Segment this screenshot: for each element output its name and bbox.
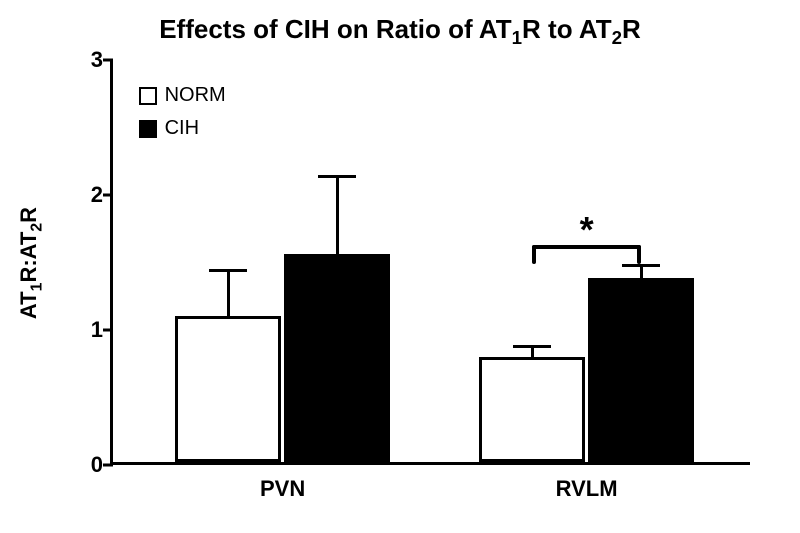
error-stem — [531, 346, 534, 360]
bar-norm-rvlm — [479, 357, 585, 462]
y-tick-mark — [103, 464, 113, 467]
y-tick-label: 3 — [91, 47, 103, 73]
y-tick-mark — [103, 329, 113, 332]
chart-container: Effects of CIH on Ratio of AT1R to AT2R … — [0, 0, 800, 533]
legend-item: CIH — [139, 117, 226, 140]
y-tick-mark — [103, 194, 113, 197]
significance-star: * — [580, 212, 594, 248]
error-stem — [336, 176, 339, 257]
bar-norm-pvn — [175, 316, 281, 462]
legend-swatch — [139, 87, 157, 105]
error-stem — [227, 271, 230, 320]
chart-title: Effects of CIH on Ratio of AT1R to AT2R — [0, 14, 800, 45]
legend-label: CIH — [165, 117, 199, 140]
y-axis-label: AT1R:AT2R — [16, 206, 42, 318]
bar-cih-rvlm — [588, 278, 694, 462]
legend-label: NORM — [165, 84, 226, 107]
y-tick-label: 0 — [91, 452, 103, 478]
bar-cih-pvn — [284, 254, 390, 462]
legend: NORM CIH — [139, 84, 226, 150]
y-tick-mark — [103, 59, 113, 62]
legend-swatch — [139, 120, 157, 138]
plot-area: 0123PVNRVLMNORMCIH* — [110, 60, 750, 465]
legend-item: NORM — [139, 84, 226, 107]
error-cap — [318, 175, 356, 178]
y-tick-label: 1 — [91, 317, 103, 343]
error-stem — [640, 265, 643, 281]
error-cap — [622, 264, 660, 267]
x-category-label: RVLM — [556, 476, 618, 502]
error-cap — [209, 269, 247, 272]
y-tick-label: 2 — [91, 182, 103, 208]
error-cap — [513, 345, 551, 348]
x-category-label: PVN — [260, 476, 305, 502]
